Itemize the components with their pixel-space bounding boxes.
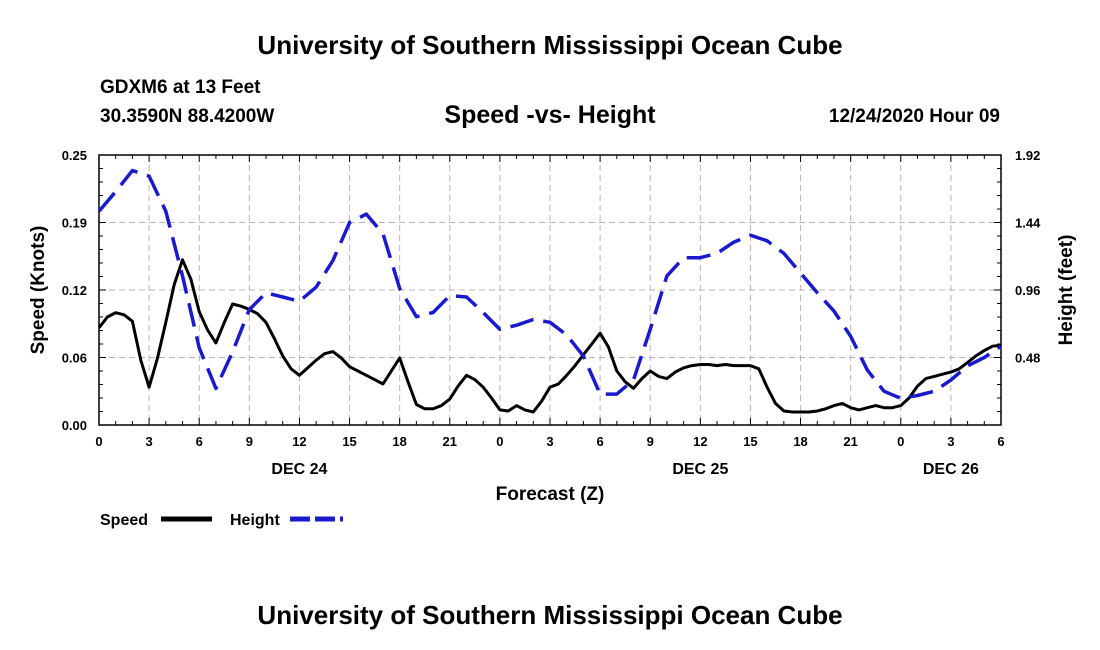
y2-tick-label: 0.96 [1015,283,1040,298]
x-tick-label: 6 [596,434,603,449]
x-tick-label: 0 [95,434,102,449]
page-title: University of Southern Mississippi Ocean… [257,30,843,60]
day-label: DEC 25 [672,461,728,478]
x-tick-label: 9 [647,434,654,449]
x-tick-label: 21 [443,434,457,449]
y2-axis-label: Height (feet) [1056,235,1077,346]
x-tick-label: 9 [246,434,253,449]
station-label: GDXM6 at 13 Feet [100,77,261,98]
day-label: DEC 24 [271,461,327,478]
x-tick-label: 21 [843,434,857,449]
y-tick-label: 0.06 [62,351,87,366]
x-tick-label: 15 [342,434,356,449]
x-tick-label: 15 [743,434,757,449]
x-tick-label: 12 [693,434,707,449]
chart-title: Speed -vs- Height [444,101,656,129]
y-axis-label: Speed (Knots) [28,226,49,355]
legend-label-speed: Speed [100,512,148,529]
x-tick-label: 3 [546,434,553,449]
height-series-line [97,168,1002,401]
y-tick-label: 0.19 [62,216,87,231]
x-tick-label: 6 [997,434,1004,449]
y2-tick-label: 1.92 [1015,148,1040,163]
y-tick-label: 0.25 [62,148,87,163]
y2-tick-label: 1.44 [1015,216,1041,231]
station-coordinates: 30.3590N 88.4200W [100,106,275,127]
forecast-datetime: 12/24/2020 Hour 09 [828,106,1000,127]
footer-title: University of Southern Mississippi Ocean… [257,600,843,630]
y2-tick-label: 0.48 [1015,351,1040,366]
x-tick-label: 0 [897,434,904,449]
x-axis-label: Forecast (Z) [496,484,605,505]
x-tick-label: 6 [196,434,203,449]
y-tick-label: 0.12 [62,283,87,298]
x-tick-label: 3 [947,434,954,449]
x-tick-label: 18 [392,434,406,449]
y-tick-label: 0.00 [62,418,87,433]
legend-label-height: Height [230,512,280,529]
x-tick-label: 3 [145,434,152,449]
x-tick-label: 0 [496,434,503,449]
x-tick-label: 18 [793,434,807,449]
day-label: DEC 26 [923,461,979,478]
x-tick-label: 12 [292,434,306,449]
